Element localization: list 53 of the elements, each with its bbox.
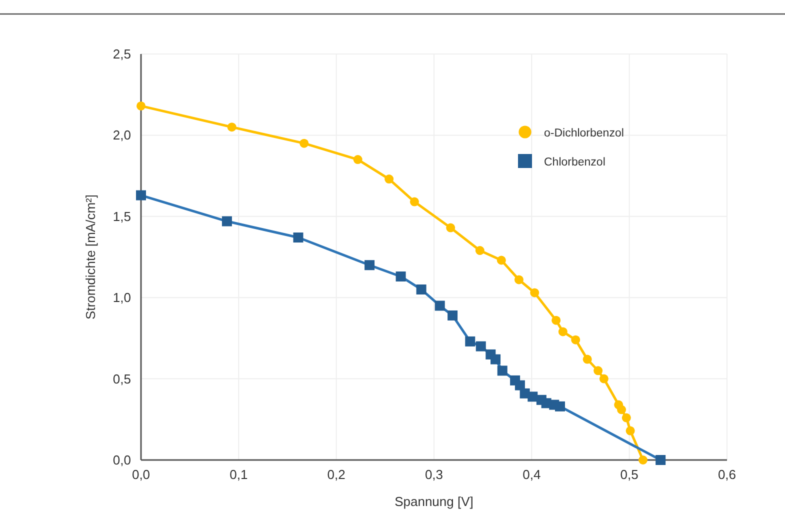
point [300,138,309,148]
x-tick-label: 0,5 [620,467,638,482]
point [396,271,406,282]
point [384,174,394,184]
point [626,426,635,436]
y-tick-label: 0,5 [112,371,131,386]
point [475,246,484,256]
point [594,366,603,376]
point [552,316,561,325]
x-tick-label: 0,3 [424,467,444,482]
point [514,380,525,390]
x-tick-label: 0,2 [327,467,346,482]
point [434,300,445,311]
y-tick-label: 0,0 [112,452,131,468]
point [416,284,426,294]
point [136,101,146,110]
point [410,197,419,206]
point [514,275,524,284]
point [656,455,666,465]
point [446,223,456,232]
point [558,327,568,336]
point [136,190,146,200]
x-tick-label: 0,1 [230,467,248,482]
point [293,232,304,243]
y-axis-title: Stromdichte [mA/cm²] [83,194,98,320]
point [530,288,540,298]
y-tick-label: 2,5 [112,46,131,62]
point [465,336,476,346]
point [448,310,458,320]
point [490,354,501,364]
point [599,374,608,384]
point [222,216,232,226]
point [622,413,631,422]
legend-label: o-Dichlorbenzol [544,128,624,140]
point [582,354,592,364]
point [638,456,648,464]
point [476,341,486,352]
x-tick-label: 0,4 [522,467,541,482]
x-tick-label: 0,6 [718,467,736,482]
legend-label: Chlorbenzol [544,156,606,168]
y-tick-label: 1,0 [112,290,131,306]
point [571,335,580,344]
x-axis-title: Spannung [V] [394,494,474,509]
y-tick-label: 2,0 [112,128,131,143]
point [497,366,508,376]
point [227,122,236,132]
point [496,256,506,265]
x-tick-label: 0,0 [132,467,150,482]
point [353,155,362,164]
point [617,405,626,414]
y-tick-label: 1,5 [112,208,131,224]
point [554,401,565,412]
point [364,260,375,270]
